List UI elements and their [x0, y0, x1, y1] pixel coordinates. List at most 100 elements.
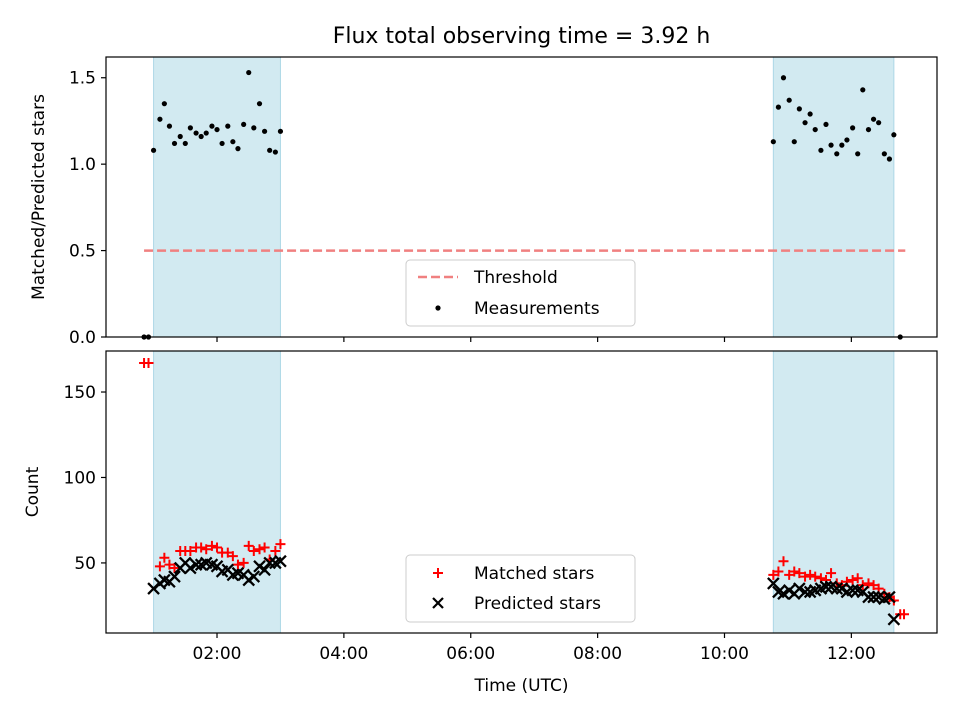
measurement-point: [182, 140, 188, 147]
top-legend: Threshold Measurements: [405, 259, 636, 327]
top-y-tick-label: 0.0: [69, 328, 96, 348]
bottom-y-axis-label: Count: [23, 466, 43, 517]
predicted-star-point: [793, 582, 806, 595]
predicted-star-point: [830, 582, 844, 595]
matched-star-point: [852, 573, 863, 584]
matched-star-point: [800, 571, 811, 582]
matched-star-point: [826, 568, 837, 579]
matched-star-point: [768, 569, 779, 580]
matched-star-point: [154, 561, 165, 572]
matched-star-point: [254, 544, 265, 555]
measurement-point: [209, 123, 215, 129]
measurement-point: [823, 121, 829, 128]
measurement-point: [203, 130, 209, 136]
matched-star-point: [169, 563, 180, 574]
matched-star-point: [243, 540, 254, 551]
matched-star-point: [810, 571, 821, 582]
measurement-point: [855, 151, 861, 157]
measurement-point: [886, 156, 893, 162]
x-tick-label: 10:00: [700, 644, 749, 664]
predicted-star-point: [184, 561, 197, 575]
measurement-point: [828, 142, 834, 148]
measurement-point: [230, 139, 236, 145]
measurement-point: [780, 75, 787, 81]
bottom-y-tick-label: 150: [64, 383, 96, 403]
measurement-point: [157, 116, 163, 122]
legend-predicted-swatch: [432, 597, 444, 609]
matched-star-point: [238, 557, 249, 568]
top-y-tick-label: 1.5: [69, 69, 96, 89]
measurement-point: [881, 151, 887, 157]
x-tick-label: 02:00: [193, 644, 242, 664]
measurement-point: [246, 69, 252, 76]
legend-matched-label: Matched stars: [474, 564, 594, 584]
measurement-point: [272, 149, 278, 155]
matched-star-point: [196, 542, 207, 553]
bottom-y-tick-label: 100: [64, 468, 96, 488]
legend-measurements-label: Measurements: [474, 299, 600, 319]
measurement-point: [850, 125, 856, 131]
predicted-star-point: [168, 570, 181, 583]
chart-title: Flux total observing time = 3.92 h: [333, 24, 711, 49]
measurement-point: [235, 146, 241, 152]
x-tick-label: 08:00: [573, 644, 622, 664]
measurement-point: [865, 126, 872, 133]
matched-star-point: [164, 559, 175, 570]
top-observing-interval: [772, 56, 895, 338]
measurement-point: [256, 101, 263, 107]
matched-star-point: [212, 542, 223, 553]
measurement-point: [261, 128, 268, 134]
measurement-point: [166, 123, 173, 129]
predicted-star-point: [798, 585, 812, 599]
matched-star-point: [159, 552, 170, 563]
matched-star-point: [794, 568, 805, 579]
measurement-point: [839, 142, 845, 148]
measurement-point: [844, 137, 850, 143]
measurement-point: [150, 147, 157, 153]
x-tick-label: 06:00: [446, 644, 495, 664]
measurement-point: [193, 130, 199, 136]
predicted-star-point: [883, 590, 896, 604]
measurement-point: [796, 106, 802, 112]
top-observing-interval: [153, 56, 281, 338]
x-tick-label: 04:00: [319, 644, 368, 664]
measurement-point: [860, 87, 866, 93]
x-axis-label: Time (UTC): [474, 676, 569, 696]
matched-star-point: [232, 559, 243, 570]
legend-measurements-swatch: [435, 305, 441, 311]
measurement-point: [812, 126, 818, 133]
bottom-plot-frame: [105, 350, 938, 634]
predicted-star-point: [274, 554, 287, 568]
matched-star-point: [773, 566, 784, 577]
matched-star-point: [784, 569, 795, 580]
measurement-point: [241, 121, 247, 128]
legend-threshold-label: Threshold: [473, 268, 558, 288]
matched-star-point: [201, 544, 212, 555]
matched-star-point: [259, 542, 270, 553]
bottom-observing-interval: [153, 350, 281, 634]
predicted-star-point: [887, 613, 901, 626]
predicted-star-point: [819, 580, 833, 594]
predicted-star-point: [846, 583, 859, 597]
matched-star-point: [227, 551, 238, 562]
legend-matched-swatch: [433, 568, 443, 578]
matched-star-point: [185, 545, 196, 556]
matched-star-point: [789, 566, 800, 577]
top-legend-box: [405, 259, 636, 327]
predicted-star-point: [862, 590, 875, 604]
matched-star-point: [143, 357, 154, 368]
measurement-point: [177, 133, 183, 140]
top-plot-frame: [105, 56, 938, 338]
top-y-axis-label: Matched/Predicted stars: [29, 94, 49, 300]
matched-star-point: [248, 545, 259, 556]
measurement-point: [251, 125, 257, 131]
measurement-point: [770, 139, 776, 145]
bottom-y-tick-label: 50: [74, 554, 96, 574]
predicted-star-point: [189, 558, 203, 571]
matched-star-point: [270, 545, 281, 556]
top-y-tick-label: 0.5: [69, 242, 96, 262]
matched-star-point: [805, 569, 816, 580]
bottom-legend-box: [405, 554, 636, 623]
x-tick-label: 12:00: [827, 644, 876, 664]
matched-star-point: [899, 609, 910, 620]
